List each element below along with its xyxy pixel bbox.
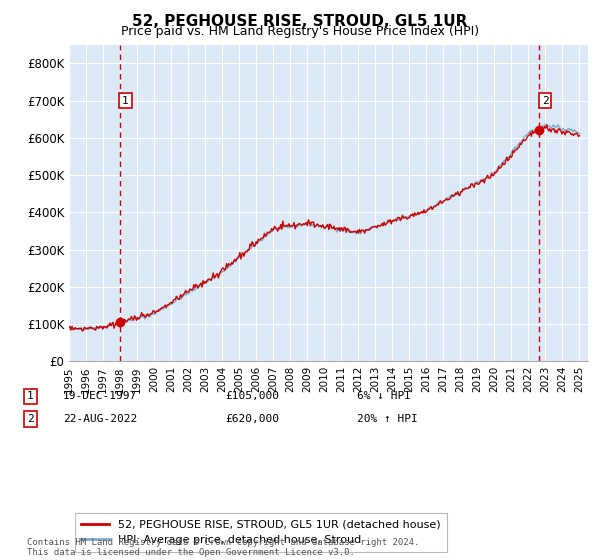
Text: Contains HM Land Registry data © Crown copyright and database right 2024.
This d: Contains HM Land Registry data © Crown c…	[27, 538, 419, 557]
Text: 6% ↓ HPI: 6% ↓ HPI	[357, 391, 411, 402]
Text: 1: 1	[27, 391, 34, 402]
Text: £105,000: £105,000	[225, 391, 279, 402]
Text: 19-DEC-1997: 19-DEC-1997	[63, 391, 137, 402]
Text: 2: 2	[27, 414, 34, 424]
Text: 22-AUG-2022: 22-AUG-2022	[63, 414, 137, 424]
Text: 2: 2	[542, 96, 548, 106]
Text: Price paid vs. HM Land Registry's House Price Index (HPI): Price paid vs. HM Land Registry's House …	[121, 25, 479, 38]
Text: 20% ↑ HPI: 20% ↑ HPI	[357, 414, 418, 424]
Text: 52, PEGHOUSE RISE, STROUD, GL5 1UR: 52, PEGHOUSE RISE, STROUD, GL5 1UR	[133, 14, 467, 29]
Text: 1: 1	[122, 96, 129, 106]
Text: £620,000: £620,000	[225, 414, 279, 424]
Legend: 52, PEGHOUSE RISE, STROUD, GL5 1UR (detached house), HPI: Average price, detache: 52, PEGHOUSE RISE, STROUD, GL5 1UR (deta…	[74, 513, 447, 552]
